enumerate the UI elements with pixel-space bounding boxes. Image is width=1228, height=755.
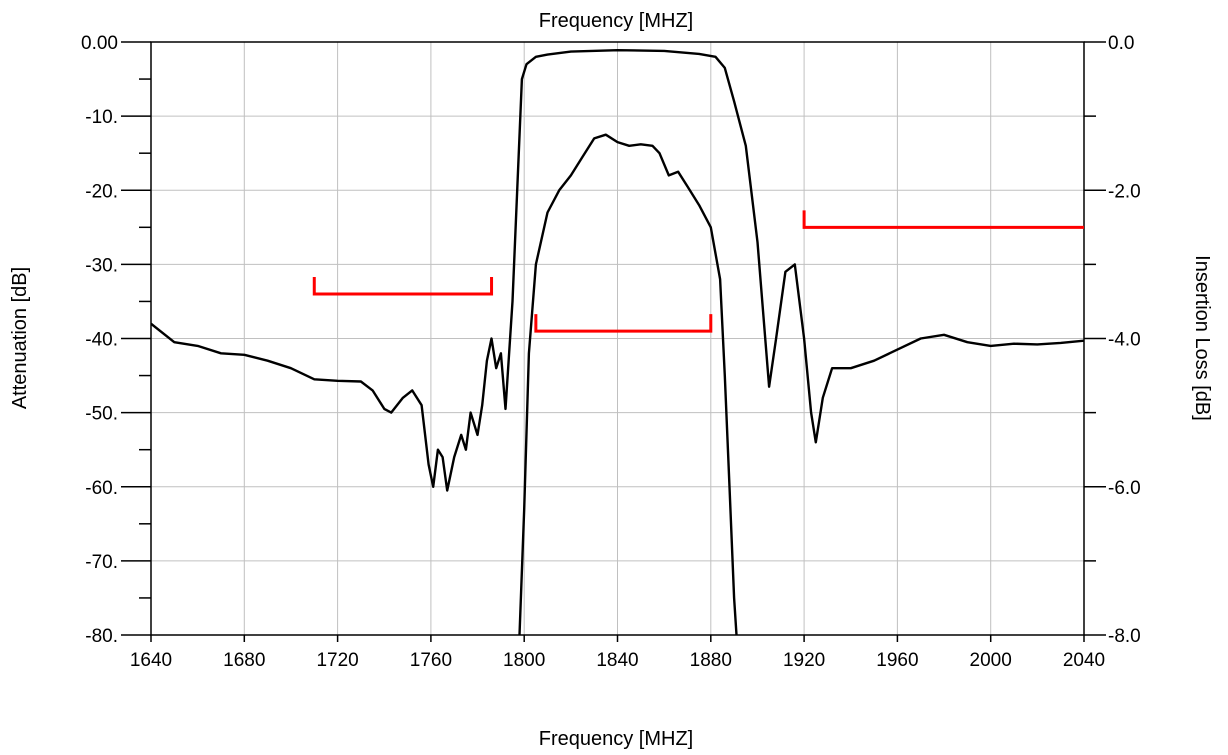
- x-tick-label: 2040: [1063, 650, 1105, 671]
- x-tick-label: 2000: [970, 650, 1012, 671]
- spec-mask: [802, 210, 1084, 229]
- spec-masks: [312, 210, 1084, 333]
- x-tick-label: 1720: [316, 650, 358, 671]
- spec-mask: [312, 277, 494, 296]
- y-tick-label: -70.: [85, 552, 118, 573]
- y-tick-label: -30.: [85, 255, 118, 276]
- tick-labels: 1640 1680 1720 1760 1800 1840 1880 1920 1960 2000…: [81, 33, 1141, 671]
- attenuation-curve: [151, 49, 1084, 492]
- y-tick-label: 0.00: [81, 33, 118, 54]
- y-right-tick-label: -4.0: [1108, 330, 1141, 351]
- tick-marks: [121, 41, 1106, 642]
- y-tick-label: -50.: [85, 404, 118, 425]
- x-tick-label: 1640: [130, 650, 172, 671]
- y-tick-label: -80.: [85, 626, 118, 647]
- x-tick-label: 1880: [690, 650, 732, 671]
- x-axis-title: Frequency [MHZ]: [539, 728, 693, 750]
- grid: [151, 42, 1084, 635]
- y-axis-title-left: Attenuation [dB]: [9, 267, 31, 409]
- y-right-tick-label: -2.0: [1108, 181, 1141, 202]
- y-tick-label: -60.: [85, 478, 118, 499]
- y-tick-label: -40.: [85, 330, 118, 351]
- x-tick-label: 1760: [410, 650, 452, 671]
- y-axis-title-right: Insertion Loss [dB]: [1191, 255, 1213, 421]
- y-tick-label: -20.: [85, 181, 118, 202]
- chart-title: Frequency [MHZ]: [539, 10, 693, 32]
- x-tick-label: 1960: [876, 650, 918, 671]
- insertion-loss-curve: [518, 133, 738, 635]
- y-tick-label: -10.: [85, 107, 118, 128]
- y-right-tick-label: 0.0: [1108, 33, 1134, 54]
- x-tick-label: 1800: [503, 650, 545, 671]
- series: [151, 49, 1084, 635]
- y-right-tick-label: -8.0: [1108, 626, 1141, 647]
- spec-mask: [534, 314, 713, 333]
- x-tick-label: 1840: [596, 650, 638, 671]
- x-tick-label: 1920: [783, 650, 825, 671]
- x-tick-label: 1680: [223, 650, 265, 671]
- y-right-tick-label: -6.0: [1108, 478, 1141, 499]
